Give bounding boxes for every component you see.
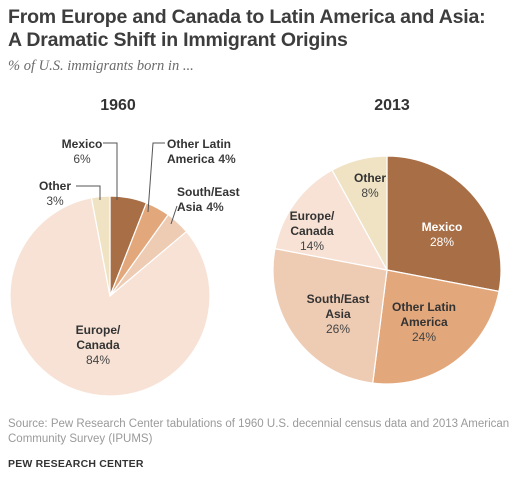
pie-slice-2013-mexico bbox=[386, 155, 502, 293]
slice-value-1960-south_east_asia: 4% bbox=[206, 200, 224, 214]
leader-line-1960-mexico bbox=[103, 142, 118, 200]
slice-value-2013-other_latin_america: 24% bbox=[412, 330, 436, 344]
slice-label-1960-other: Other bbox=[39, 179, 71, 193]
slice-value-1960-other_latin_america: 4% bbox=[218, 152, 236, 166]
pie-slice-2013-europe_canada bbox=[274, 169, 389, 271]
slice-value-2013-south_east_asia: 26% bbox=[326, 322, 350, 336]
pie-slice-2013-other bbox=[331, 155, 388, 271]
pie-title-2013: 2013 bbox=[374, 97, 410, 114]
slice-value-1960-other: 3% bbox=[46, 194, 64, 208]
slice-label-1960-south_east_asia: South/East Asia 4% bbox=[177, 185, 240, 214]
credit-line: PEW RESEARCH CENTER bbox=[8, 458, 144, 470]
slice-label-2013-mexico: Mexico bbox=[422, 220, 463, 234]
pie-title-1960: 1960 bbox=[100, 97, 136, 114]
slice-label-1960-other_latin_america: Other Latin America 4% bbox=[167, 137, 236, 166]
slice-value-1960-mexico: 6% bbox=[73, 152, 91, 166]
slice-value-2013-other: 8% bbox=[361, 186, 379, 200]
slice-value-2013-mexico: 28% bbox=[430, 235, 454, 249]
chart-title-line-2: A Dramatic Shift in Immigrant Origins bbox=[8, 29, 348, 51]
slice-label-2013-other_latin_america: Other Latin America bbox=[392, 300, 456, 329]
slice-label-2013-other: Other bbox=[354, 171, 386, 185]
slice-value-2013-europe_canada: 14% bbox=[300, 239, 324, 253]
pie-slice-1960-europe_canada bbox=[9, 197, 211, 397]
leader-line-1960-south_east_asia bbox=[170, 205, 178, 225]
chart-title-line-1: From Europe and Canada to Latin America … bbox=[8, 6, 486, 28]
leader-line-1960-other bbox=[76, 185, 101, 200]
pie-slice-2013-south_east_asia bbox=[272, 247, 388, 384]
chart-title: From Europe and Canada to Latin America … bbox=[8, 6, 518, 52]
slice-label-1960-europe_canada: Europe/Canada bbox=[76, 323, 121, 352]
slice-value-1960-europe_canada: 84% bbox=[86, 353, 110, 367]
pie-slice-2013-other_latin_america bbox=[372, 269, 500, 385]
source-note: Source: Pew Research Center tabulations … bbox=[8, 418, 510, 445]
chart-subtitle: % of U.S. immigrants born in ... bbox=[8, 58, 194, 74]
slice-label-2013-europe_canada: Europe/Canada bbox=[290, 209, 335, 238]
slice-label-2013-south_east_asia: South/East Asia bbox=[307, 292, 370, 321]
slice-label-1960-mexico: Mexico bbox=[62, 137, 103, 151]
pie-slice-1960-other bbox=[90, 195, 111, 297]
leader-line-1960-other_latin_america bbox=[147, 142, 165, 213]
